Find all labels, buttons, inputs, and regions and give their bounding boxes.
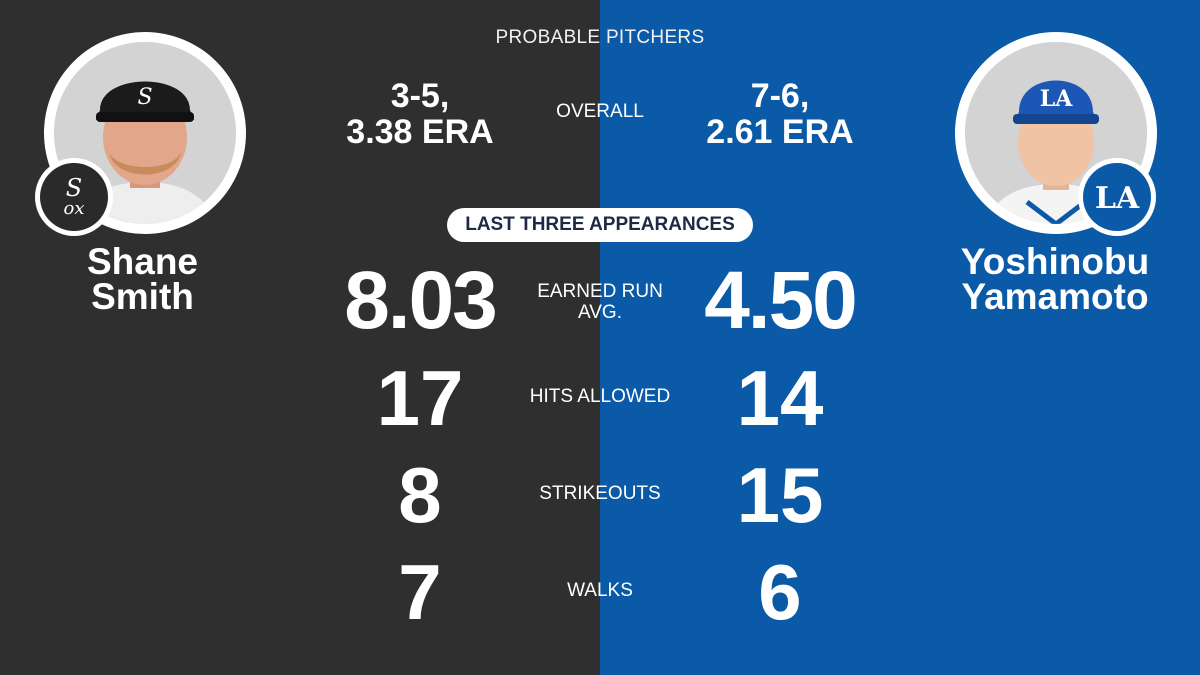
last-three-appearances-pill: LAST THREE APPEARANCES (447, 208, 753, 242)
right-hits-value: 14 (736, 354, 824, 442)
right-overall-line1: 7-6, (750, 77, 810, 115)
left-pitcher-photo: S (44, 32, 246, 234)
left-overall-line1: 3-5, (390, 77, 450, 115)
svg-text:S: S (137, 85, 152, 110)
overall-label: OVERALL (556, 101, 644, 122)
left-walks-value: 7 (398, 548, 442, 636)
right-walks-value: 6 (758, 548, 802, 636)
left-overall-line2: 3.38 ERA (346, 113, 494, 151)
left-strikeouts-value: 8 (398, 451, 442, 539)
hits-label: HITS ALLOWED (529, 386, 671, 407)
right-overall-line2: 2.61 ERA (706, 113, 854, 151)
svg-text:LA: LA (1040, 86, 1073, 112)
svg-text:LA: LA (1095, 181, 1140, 216)
right-pitcher-last-name: Yamamoto (961, 276, 1149, 317)
dodgers-logo: LA (1078, 158, 1156, 236)
right-era-value: 4.50 (704, 255, 858, 346)
left-pitcher-first-name: Shane (86, 241, 199, 282)
era-label: EARNED RUN AVG. (500, 281, 700, 323)
page-title: PROBABLE PITCHERS (495, 27, 705, 48)
left-pitcher-name: Shane Smith (40, 241, 245, 317)
svg-text:ox: ox (64, 198, 85, 219)
walks-label: WALKS (567, 580, 633, 601)
dodgers-logo-icon: LA (1095, 181, 1140, 216)
right-overall-record: 7-6, 2.61 ERA (650, 78, 910, 150)
right-pitcher-first-name: Yoshinobu (960, 241, 1150, 282)
left-overall-record: 3-5, 3.38 ERA (290, 78, 550, 150)
era-label-line2: AVG. (578, 302, 622, 323)
left-era-value: 8.03 (344, 255, 498, 346)
left-pitcher-last-name: Smith (91, 276, 194, 317)
white-sox-logo: S ox (35, 158, 113, 236)
strikeouts-label: STRIKEOUTS (539, 483, 661, 504)
left-hits-value: 17 (376, 354, 464, 442)
era-label-line1: EARNED RUN (537, 281, 663, 302)
svg-text:S: S (66, 174, 82, 202)
white-sox-logo-icon: S ox (64, 174, 85, 219)
right-strikeouts-value: 15 (736, 451, 824, 539)
pitcher-portrait-icon: S (54, 42, 236, 224)
right-pitcher-name: Yoshinobu Yamamoto (950, 241, 1160, 317)
